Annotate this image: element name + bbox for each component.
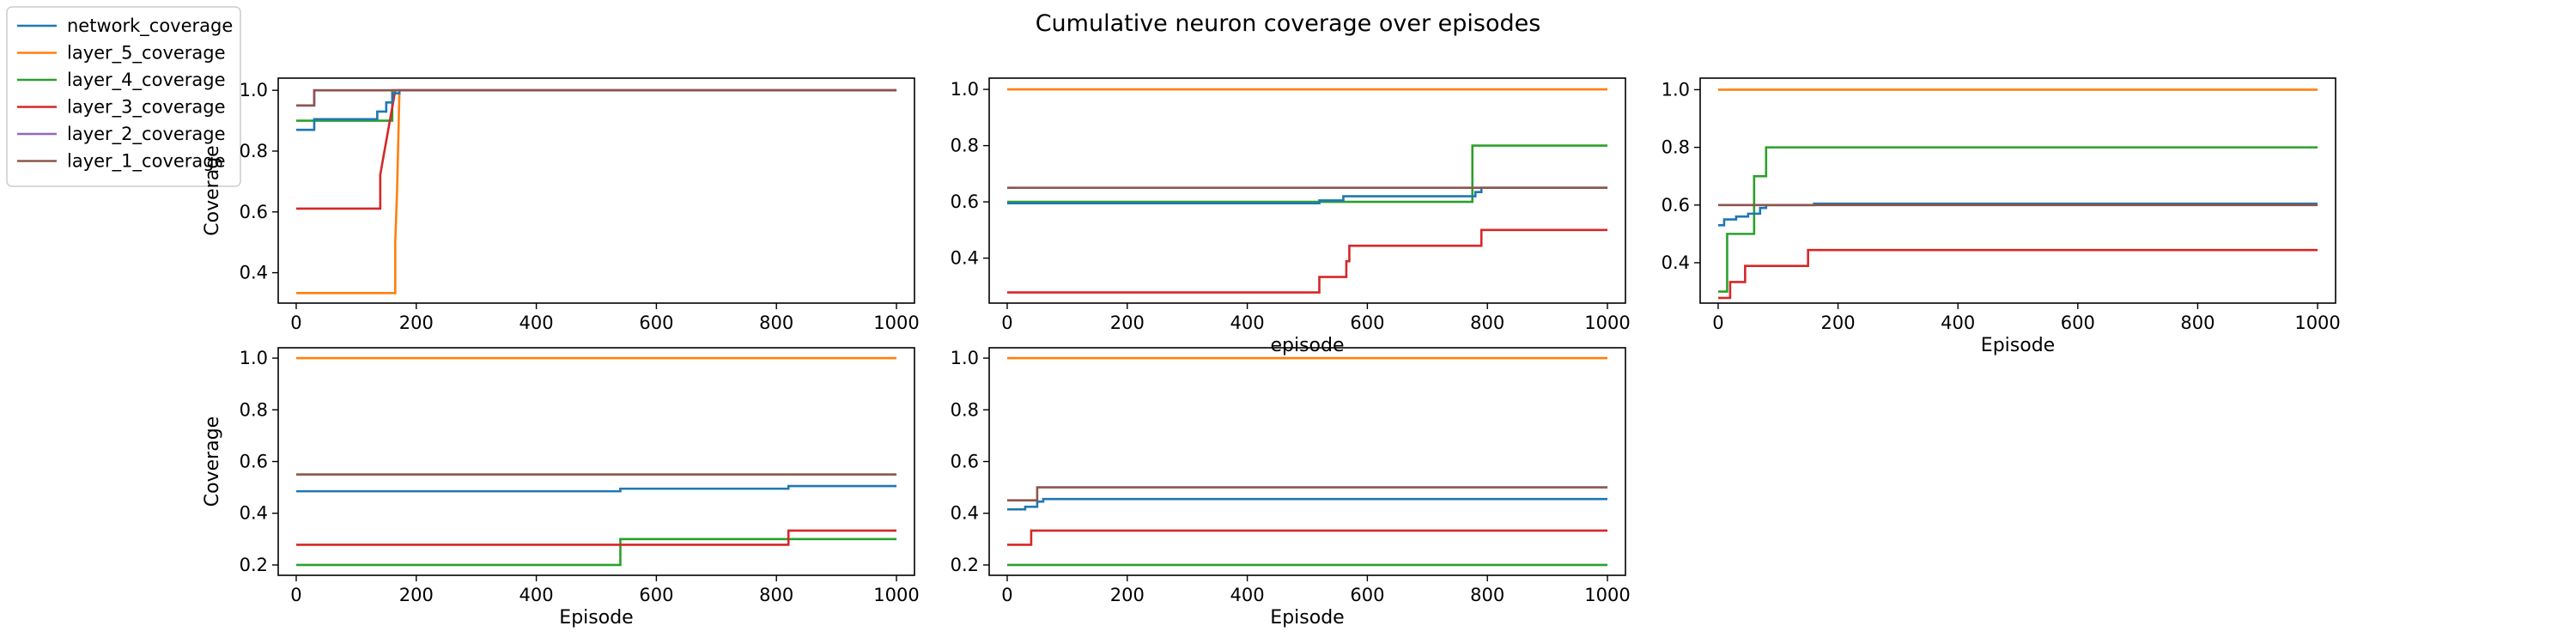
x-axis-label: Episode bbox=[1270, 607, 1344, 629]
series-line-layer_3_coverage bbox=[295, 88, 897, 210]
series-line-layer_3_coverage bbox=[1717, 248, 2318, 300]
series-lines bbox=[1717, 88, 2318, 300]
x-tick-label: 800 bbox=[759, 585, 793, 605]
subplots: 0 200 400 600 800 1000 0.4 0.6 0.8 1.0 Coverage 0 20… bbox=[202, 77, 2341, 629]
x-tick-label: 400 bbox=[519, 313, 554, 333]
x-tick-label: 0 bbox=[290, 313, 301, 333]
x-tick-label: 400 bbox=[519, 585, 554, 605]
series-line-network_coverage bbox=[1006, 497, 1608, 511]
x-tick-label: 200 bbox=[399, 585, 434, 605]
legend-label-layer_5_coverage: layer_5_coverage bbox=[67, 43, 226, 64]
series-line-layer_3_coverage bbox=[1006, 529, 1608, 546]
y-tick-label: 0.8 bbox=[240, 141, 268, 161]
y-tick-label: 1.0 bbox=[1662, 79, 1690, 100]
subplot-3: 0 200 400 600 800 1000 0.4 0.6 0.8 1.0 Episode bbox=[1662, 77, 2341, 356]
plot-frame bbox=[988, 347, 1626, 576]
plot-frame bbox=[1699, 77, 2336, 304]
series-line-network_coverage bbox=[295, 484, 897, 493]
x-tick-label: 400 bbox=[1230, 585, 1265, 605]
subplot-1: 0 200 400 600 800 1000 0.4 0.6 0.8 1.0 Coverage bbox=[202, 77, 920, 333]
plot-frame bbox=[277, 347, 915, 576]
x-tick-label: 0 bbox=[290, 585, 301, 605]
x-tick-label: 600 bbox=[1350, 585, 1384, 605]
x-tick-label: 200 bbox=[399, 313, 434, 333]
y-axis-label: Coverage bbox=[202, 416, 223, 507]
x-tick-label: 800 bbox=[2180, 313, 2215, 333]
series-lines bbox=[295, 356, 897, 567]
x-tick-label: 0 bbox=[1001, 313, 1012, 333]
series-line-layer_3_coverage bbox=[1006, 228, 1608, 294]
x-tick-label: 800 bbox=[1470, 313, 1504, 333]
x-tick-label: 400 bbox=[1230, 313, 1265, 333]
y-tick-label: 0.4 bbox=[240, 503, 268, 524]
x-tick-label: 0 bbox=[1712, 313, 1723, 333]
series-line-network_coverage bbox=[1006, 186, 1608, 205]
y-tick-label: 0.6 bbox=[240, 202, 268, 222]
x-tick-label: 1000 bbox=[1584, 313, 1630, 333]
y-tick-label: 0.2 bbox=[240, 555, 268, 575]
y-tick-label: 0.4 bbox=[240, 263, 268, 283]
x-axis-label: episode bbox=[1270, 335, 1344, 356]
x-tick-label: 200 bbox=[1821, 313, 1856, 333]
x-tick-label: 1000 bbox=[873, 585, 919, 605]
x-tick-label: 600 bbox=[1350, 313, 1384, 333]
x-tick-label: 200 bbox=[1110, 585, 1145, 605]
y-tick-label: 0.8 bbox=[951, 136, 979, 156]
x-tick-label: 600 bbox=[639, 313, 673, 333]
y-tick-label: 0.4 bbox=[1662, 252, 1690, 273]
series-line-layer_3_coverage bbox=[295, 529, 897, 546]
x-tick-label: 800 bbox=[759, 313, 793, 333]
series-line-network_coverage bbox=[1717, 202, 2318, 227]
y-tick-label: 0.2 bbox=[951, 555, 979, 575]
x-tick-label: 400 bbox=[1941, 313, 1975, 333]
legend: network_coverage layer_5_coverage layer_4_… bbox=[6, 6, 241, 187]
series-line-layer_4_coverage bbox=[1717, 146, 2318, 293]
subplot-2: 0 200 400 600 800 1000 0.4 0.6 0.8 1.0 episode bbox=[951, 77, 1631, 356]
x-tick-label: 1000 bbox=[873, 313, 919, 333]
y-tick-label: 0.8 bbox=[240, 399, 268, 420]
y-tick-label: 0.4 bbox=[951, 503, 979, 524]
x-tick-label: 1000 bbox=[1584, 585, 1630, 605]
x-tick-label: 1000 bbox=[2294, 313, 2340, 333]
y-tick-label: 1.0 bbox=[951, 79, 979, 100]
y-tick-label: 0.6 bbox=[240, 452, 268, 472]
x-axis-label: Episode bbox=[559, 607, 633, 629]
x-tick-label: 800 bbox=[1470, 585, 1504, 605]
y-tick-label: 0.4 bbox=[951, 248, 979, 269]
plot-frame bbox=[988, 77, 1626, 304]
legend-label-layer_4_coverage: layer_4_coverage bbox=[67, 70, 226, 91]
legend-label-layer_1_coverage: layer_1_coverage bbox=[67, 151, 226, 173]
x-tick-label: 0 bbox=[1001, 585, 1012, 605]
y-tick-label: 1.0 bbox=[240, 348, 268, 368]
y-tick-label: 0.6 bbox=[951, 452, 979, 472]
series-line-layer_1_coverage bbox=[1006, 486, 1608, 501]
legend-label-layer_2_coverage: layer_2_coverage bbox=[67, 124, 226, 145]
plot-frame bbox=[277, 77, 915, 304]
x-tick-label: 600 bbox=[639, 585, 673, 605]
series-lines bbox=[1006, 356, 1608, 567]
series-line-network_coverage bbox=[295, 88, 897, 131]
y-tick-label: 0.6 bbox=[1662, 195, 1690, 216]
figure-title: Cumulative neuron coverage over episodes bbox=[1036, 10, 1541, 37]
series-line-layer_4_coverage bbox=[1006, 144, 1608, 204]
legend-label-network_coverage: network_coverage bbox=[67, 15, 233, 37]
series-lines bbox=[295, 88, 897, 295]
legend-frame bbox=[6, 6, 241, 187]
y-axis-label: Coverage bbox=[202, 145, 223, 235]
y-tick-label: 1.0 bbox=[240, 80, 268, 100]
x-axis-label: Episode bbox=[1981, 335, 2055, 356]
subplot-5: 0 200 400 600 800 1000 0.2 0.4 0.6 0.8 1.0 Episode bbox=[951, 347, 1631, 629]
subplot-4: 0 200 400 600 800 1000 0.2 0.4 0.6 0.8 1.0 Episode C… bbox=[202, 347, 920, 629]
y-tick-label: 1.0 bbox=[951, 348, 979, 368]
legend-label-layer_3_coverage: layer_3_coverage bbox=[67, 97, 226, 118]
y-tick-label: 0.8 bbox=[951, 399, 979, 420]
x-tick-label: 200 bbox=[1110, 313, 1145, 333]
series-line-layer_4_coverage bbox=[295, 538, 897, 567]
series-line-layer_1_coverage bbox=[295, 88, 897, 107]
y-tick-label: 0.8 bbox=[1662, 137, 1690, 158]
series-lines bbox=[1006, 88, 1608, 294]
x-tick-label: 600 bbox=[2061, 313, 2095, 333]
y-tick-label: 0.6 bbox=[951, 191, 979, 212]
